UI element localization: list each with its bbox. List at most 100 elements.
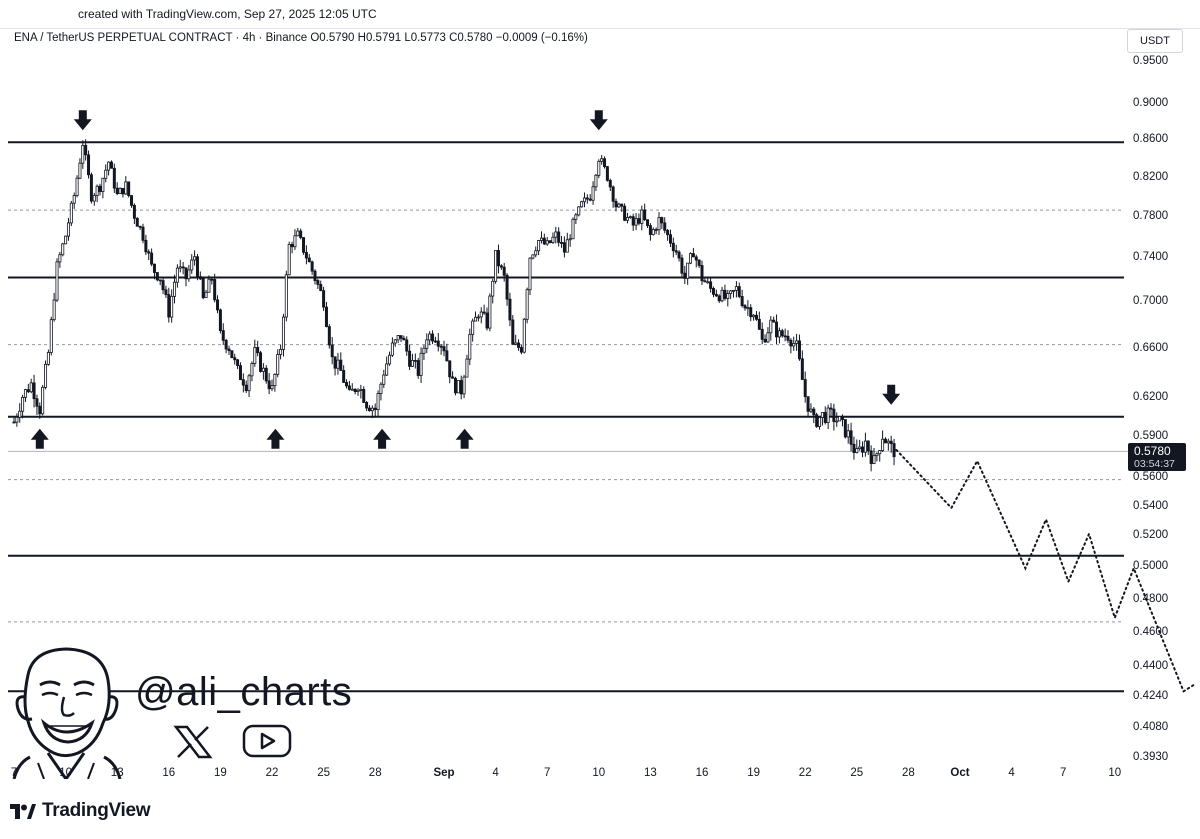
candle-body (284, 274, 288, 318)
candle-body (290, 243, 294, 248)
candle-body (548, 240, 552, 243)
candle-body (471, 320, 475, 335)
candle-body (69, 202, 73, 224)
time-tick-label: 13 (644, 767, 657, 779)
candle-body (78, 162, 82, 179)
time-tick-label: 22 (799, 767, 812, 779)
candle-body (302, 237, 306, 253)
candle-body (734, 286, 738, 291)
candle-body (496, 250, 500, 267)
footer (0, 784, 1200, 839)
candle-body (150, 252, 154, 265)
candle-body (98, 185, 102, 192)
candle-body (256, 347, 260, 354)
candle-body (562, 242, 566, 253)
candle-body (38, 405, 42, 415)
candle-body (279, 349, 283, 355)
candle-body (551, 236, 555, 243)
candle-body (227, 348, 231, 352)
candle-body (646, 219, 650, 226)
youtube-play-icon (242, 724, 292, 758)
candle-body (187, 269, 191, 280)
candle-body (173, 281, 177, 297)
candle-body (760, 328, 764, 340)
candle-body (815, 414, 819, 427)
candle-body (135, 217, 139, 227)
candle-body (276, 354, 280, 375)
candle-body (164, 289, 168, 296)
candle-body (304, 251, 308, 259)
candle-body (138, 225, 142, 228)
price-tick-label: 0.6600 (1133, 342, 1168, 354)
time-tick-label: 28 (369, 767, 382, 779)
time-tick-label: 22 (266, 767, 279, 779)
candle-body (408, 350, 412, 367)
candle-body (267, 380, 271, 390)
candle-body (777, 330, 781, 338)
price-chart[interactable]: 0.9500 0.9000 0.8600 0.8200 0.7800 0.7400 0.70… (0, 0, 1200, 784)
candle-body (823, 412, 827, 423)
candle-body (479, 311, 483, 318)
candle-body (809, 408, 813, 412)
projected-path[interactable] (895, 449, 1197, 693)
candle-body (594, 174, 598, 188)
candle-body (313, 270, 317, 281)
candle-body (445, 350, 449, 362)
candle-body (158, 279, 162, 282)
candle-body (345, 382, 349, 387)
candle-body (388, 354, 392, 365)
candle-body (732, 289, 736, 292)
candle-body (359, 388, 363, 391)
candle-body (141, 226, 145, 241)
chart-area[interactable] (0, 28, 1200, 785)
candle-body (21, 396, 25, 412)
candle-body (333, 356, 337, 369)
candle-body (250, 363, 254, 377)
symbol-info[interactable]: ENA / TetherUS PERPETUAL CONTRACT · 4h ·… (14, 32, 588, 44)
candle-body (677, 251, 681, 259)
candle-body (144, 239, 148, 253)
candle-body (800, 358, 804, 380)
candle-body (87, 154, 91, 176)
candle-body (459, 380, 463, 395)
up-arrow-icon (266, 428, 285, 449)
cartoon-face-avatar-icon (12, 647, 122, 779)
tradingview-logo[interactable]: TradingView (10, 800, 151, 822)
candle-body (600, 158, 604, 162)
candle-body (571, 218, 575, 240)
time-tick-label: 25 (317, 767, 330, 779)
candle-body (878, 450, 882, 455)
candle-body (210, 278, 214, 281)
candle-body (737, 286, 741, 297)
candle-body (385, 363, 389, 376)
currency-button[interactable]: USDT (1127, 29, 1183, 53)
candle-body (373, 407, 377, 411)
candle-body (198, 276, 202, 280)
candle-body (648, 225, 652, 235)
time-tick-label: 10 (1108, 767, 1121, 779)
candle-body (362, 388, 366, 403)
candle-body (709, 281, 713, 289)
candle-body (107, 161, 111, 171)
candle-body (109, 161, 113, 169)
price-tick-label: 0.5900 (1133, 430, 1168, 442)
candle-body (703, 280, 707, 283)
candle-body (468, 333, 472, 360)
candle-body (780, 330, 784, 337)
candle-body (342, 370, 346, 383)
candle-body (683, 272, 687, 279)
price-tick-label: 0.4600 (1133, 626, 1168, 638)
candle-body (866, 440, 870, 452)
candle-body (838, 416, 842, 422)
candle-body (625, 217, 629, 221)
candle-body (680, 257, 684, 274)
candle-body (132, 204, 136, 219)
candle-body (367, 407, 371, 412)
candle-body (637, 218, 641, 224)
candle-body (55, 261, 59, 301)
price-tick-label: 0.9000 (1133, 97, 1168, 109)
candle-body (75, 177, 79, 196)
price-tick-label: 0.4080 (1133, 721, 1168, 733)
candle-body (253, 347, 257, 364)
candle-body (442, 346, 446, 352)
